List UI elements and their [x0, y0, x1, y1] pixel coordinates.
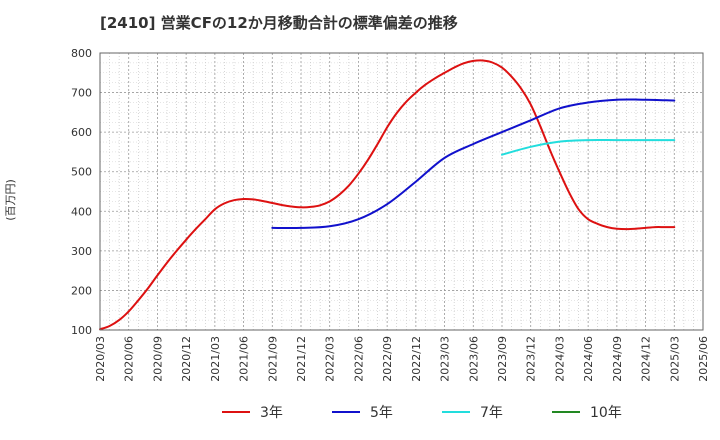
x-tick-label: 2020/12 — [180, 336, 193, 382]
y-axis-ticks: 100 200 300 400 500 600 700 800 — [71, 47, 92, 337]
x-tick-label: 2021/03 — [209, 336, 222, 382]
y-tick-label: 200 — [71, 284, 92, 297]
x-tick-label: 2020/03 — [94, 336, 107, 382]
x-tick-label: 2021/12 — [295, 336, 308, 382]
y-tick-label: 800 — [71, 47, 92, 60]
y-tick-label: 100 — [71, 324, 92, 337]
x-tick-label: 2023/03 — [439, 336, 452, 382]
x-tick-label: 2024/03 — [553, 336, 566, 382]
x-tick-label: 2022/03 — [324, 336, 337, 382]
series-layer — [99, 59, 676, 331]
x-tick-label: 2021/09 — [266, 336, 279, 382]
series-line-1 — [99, 59, 676, 331]
series-line-3 — [501, 138, 676, 156]
x-tick-label: 2022/12 — [410, 336, 423, 382]
x-tick-label: 2023/09 — [496, 336, 509, 382]
y-axis-label: (百万円) — [4, 179, 17, 221]
x-tick-label: 2024/09 — [611, 336, 624, 382]
y-tick-label: 700 — [71, 87, 92, 100]
y-tick-label: 500 — [71, 166, 92, 179]
x-tick-label: 2024/12 — [640, 336, 653, 382]
x-tick-label: 2025/06 — [697, 336, 710, 382]
x-tick-label: 2020/09 — [151, 336, 164, 382]
chart-title: [2410] 営業CFの12か月移動合計の標準偏差の推移 — [100, 14, 458, 32]
legend-label: 3年 — [260, 405, 283, 421]
y-tick-label: 400 — [71, 205, 92, 218]
legend: 3年 5年 7年 10年 — [222, 405, 622, 421]
x-tick-label: 2022/06 — [352, 336, 365, 382]
legend-label: 7年 — [480, 405, 503, 421]
legend-label: 5年 — [370, 405, 393, 421]
x-tick-label: 2025/03 — [668, 336, 681, 382]
series-line-2 — [271, 98, 676, 230]
x-tick-label: 2023/12 — [525, 336, 538, 382]
y-tick-label: 600 — [71, 126, 92, 139]
x-tick-label: 2022/09 — [381, 336, 394, 382]
x-tick-label: 2023/06 — [467, 336, 480, 382]
x-axis-ticks: 2020/03 2020/06 2020/09 2020/12 2021/03 2021/… — [94, 336, 710, 382]
x-tick-label: 2020/06 — [123, 336, 136, 382]
x-tick-label: 2021/06 — [238, 336, 251, 382]
x-tick-label: 2024/06 — [582, 336, 595, 382]
plot-frame — [99, 52, 704, 331]
legend-label: 10年 — [590, 405, 622, 421]
y-tick-label: 300 — [71, 245, 92, 258]
